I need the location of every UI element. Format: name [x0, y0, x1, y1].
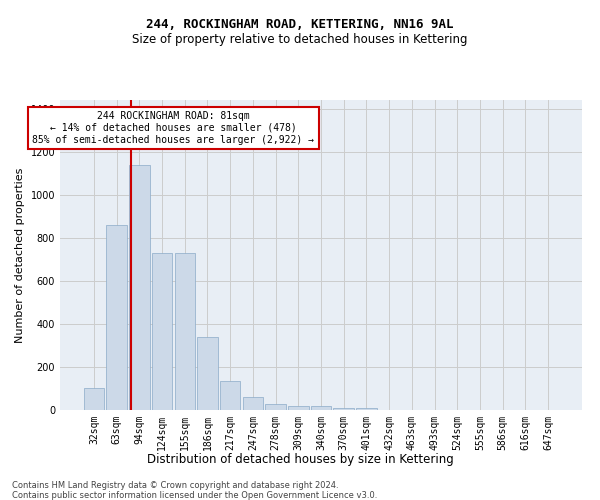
Bar — [311, 406, 331, 410]
Bar — [152, 253, 172, 410]
Text: 244 ROCKINGHAM ROAD: 81sqm
← 14% of detached houses are smaller (478)
85% of sem: 244 ROCKINGHAM ROAD: 81sqm ← 14% of deta… — [32, 112, 314, 144]
Bar — [334, 408, 354, 410]
Bar — [220, 381, 241, 410]
Bar — [242, 397, 263, 410]
Bar — [175, 253, 195, 410]
Text: Size of property relative to detached houses in Kettering: Size of property relative to detached ho… — [132, 32, 468, 46]
Y-axis label: Number of detached properties: Number of detached properties — [15, 168, 25, 342]
Bar — [356, 408, 377, 410]
Bar — [129, 164, 149, 410]
Bar — [265, 404, 286, 410]
Bar — [288, 406, 308, 410]
Bar — [106, 225, 127, 410]
Text: 244, ROCKINGHAM ROAD, KETTERING, NN16 9AL: 244, ROCKINGHAM ROAD, KETTERING, NN16 9A… — [146, 18, 454, 30]
Bar — [197, 337, 218, 410]
Text: Contains HM Land Registry data © Crown copyright and database right 2024.: Contains HM Land Registry data © Crown c… — [12, 481, 338, 490]
Text: Distribution of detached houses by size in Kettering: Distribution of detached houses by size … — [146, 452, 454, 466]
Text: Contains public sector information licensed under the Open Government Licence v3: Contains public sector information licen… — [12, 491, 377, 500]
Bar — [84, 388, 104, 410]
